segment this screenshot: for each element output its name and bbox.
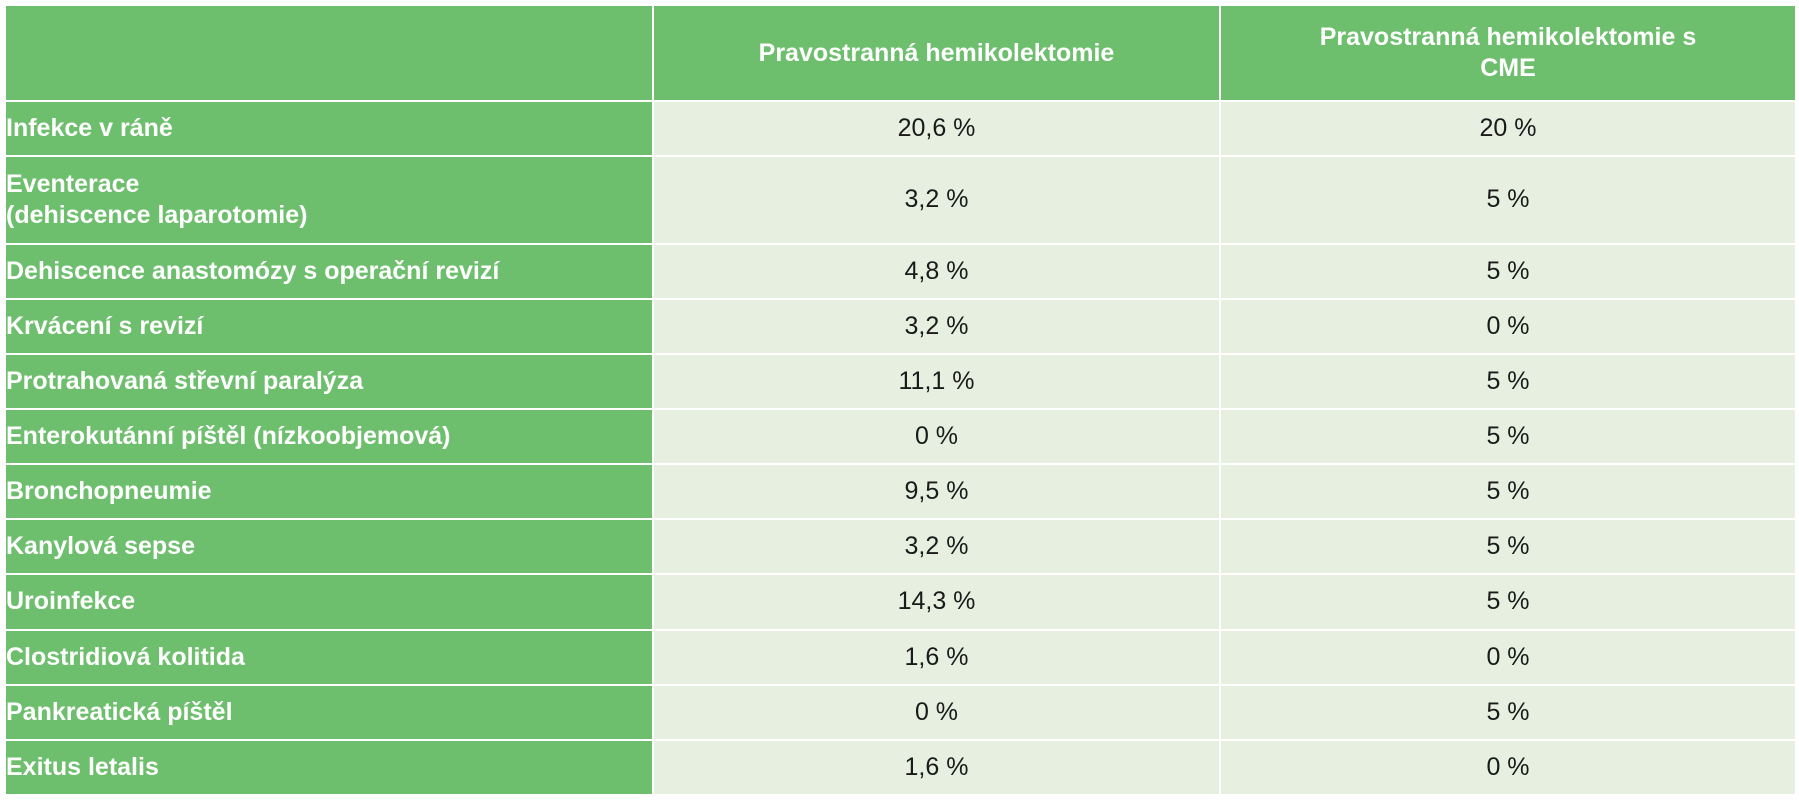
value-hemicolectomy-cme: 5 %	[1219, 352, 1797, 410]
value-hemicolectomy-cme: 5 %	[1219, 518, 1797, 576]
value-hemicolectomy-cme: 0 %	[1219, 628, 1797, 686]
row-label: Kanylová sepse	[4, 518, 654, 576]
table-row: Enterokutánní píštěl (nízkoobjemová) 0 %…	[4, 407, 1797, 466]
value-hemicolectomy: 11,1 %	[652, 352, 1221, 410]
row-label: Clostridiová kolitida	[4, 628, 654, 686]
row-label: Krvácení s revizí	[4, 297, 654, 355]
header-right-hemicolectomy: Pravostranná hemikolektomie	[652, 4, 1221, 102]
value-hemicolectomy: 4,8 %	[652, 242, 1221, 300]
value-hemicolectomy-cme: 5 %	[1219, 407, 1797, 466]
value-hemicolectomy-cme: 5 %	[1219, 155, 1797, 245]
header-cme-line2: CME	[1480, 54, 1536, 82]
value-hemicolectomy: 0 %	[652, 407, 1221, 466]
value-hemicolectomy: 3,2 %	[652, 518, 1221, 576]
table-row: Infekce v ráně 20,6 % 20 %	[4, 99, 1797, 158]
row-label: Infekce v ráně	[4, 99, 654, 158]
value-hemicolectomy: 1,6 %	[652, 738, 1221, 797]
value-hemicolectomy-cme: 0 %	[1219, 738, 1797, 797]
value-hemicolectomy: 20,6 %	[652, 99, 1221, 158]
value-hemicolectomy: 9,5 %	[652, 463, 1221, 521]
value-hemicolectomy-cme: 5 %	[1219, 683, 1797, 741]
table-row: Uroinfekce 14,3 % 5 %	[4, 573, 1797, 631]
row-label: Eventerace (dehiscence laparotomie)	[4, 155, 654, 245]
row-label: Uroinfekce	[4, 573, 654, 631]
row-label: Pankreatická píštěl	[4, 683, 654, 741]
value-hemicolectomy: 1,6 %	[652, 628, 1221, 686]
table-container: Pravostranná hemikolektomie Pravostranná…	[4, 4, 1797, 797]
table-row: Exitus letalis 1,6 % 0 %	[4, 738, 1797, 797]
header-empty-cell	[4, 4, 654, 102]
table-row: Bronchopneumie 9,5 % 5 %	[4, 463, 1797, 521]
value-hemicolectomy-cme: 5 %	[1219, 573, 1797, 631]
row-label-line2: (dehiscence laparotomie)	[6, 200, 308, 229]
header-cme-line1: Pravostranná hemikolektomie s	[1319, 23, 1697, 51]
value-hemicolectomy: 14,3 %	[652, 573, 1221, 631]
row-label: Enterokutánní píštěl (nízkoobjemová)	[4, 407, 654, 466]
value-hemicolectomy: 0 %	[652, 683, 1221, 741]
row-label: Dehiscence anastomózy s operační revizí	[4, 242, 654, 300]
table-row: Pankreatická píštěl 0 % 5 %	[4, 683, 1797, 741]
table-row: Clostridiová kolitida 1,6 % 0 %	[4, 628, 1797, 686]
complications-table: Pravostranná hemikolektomie Pravostranná…	[4, 4, 1797, 797]
row-label: Exitus letalis	[4, 738, 654, 797]
table-row: Krvácení s revizí 3,2 % 0 %	[4, 297, 1797, 355]
table-header-row: Pravostranná hemikolektomie Pravostranná…	[4, 4, 1797, 102]
table-row: Dehiscence anastomózy s operační revizí …	[4, 242, 1797, 300]
header-right-hemicolectomy-cme: Pravostranná hemikolektomie s CME	[1219, 4, 1797, 102]
value-hemicolectomy: 3,2 %	[652, 297, 1221, 355]
row-label: Protrahovaná střevní paralýza	[4, 352, 654, 410]
value-hemicolectomy-cme: 5 %	[1219, 463, 1797, 521]
row-label: Bronchopneumie	[4, 463, 654, 521]
value-hemicolectomy-cme: 0 %	[1219, 297, 1797, 355]
table-row: Eventerace (dehiscence laparotomie) 3,2 …	[4, 155, 1797, 245]
value-hemicolectomy-cme: 5 %	[1219, 242, 1797, 300]
table-row: Kanylová sepse 3,2 % 5 %	[4, 518, 1797, 576]
value-hemicolectomy-cme: 20 %	[1219, 99, 1797, 158]
table-row: Protrahovaná střevní paralýza 11,1 % 5 %	[4, 352, 1797, 410]
value-hemicolectomy: 3,2 %	[652, 155, 1221, 245]
row-label-line1: Eventerace	[6, 169, 140, 198]
